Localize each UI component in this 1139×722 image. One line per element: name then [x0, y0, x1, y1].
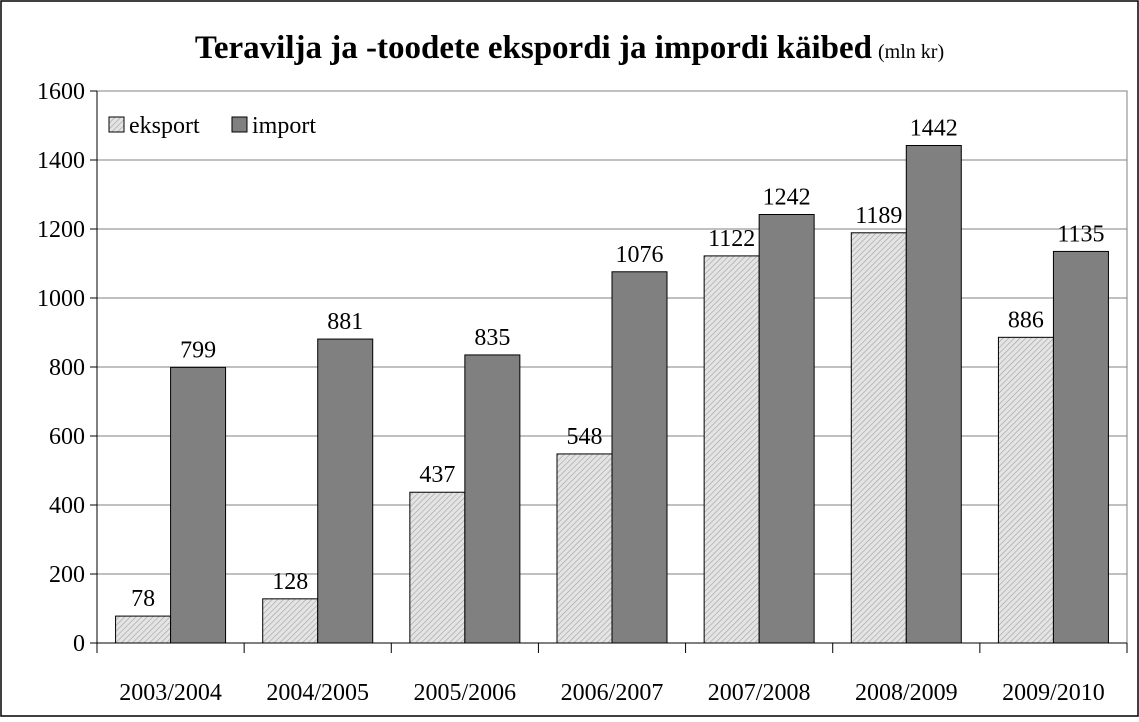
x-tick-label: 2009/2010 [1002, 680, 1105, 706]
bar [170, 366, 227, 644]
y-tick-label: 800 [49, 355, 85, 381]
bar [758, 214, 815, 644]
value-label: 78 [131, 586, 155, 612]
bar [850, 232, 907, 644]
x-tick-label: 2003/2004 [119, 680, 222, 706]
x-tick-label: 2004/2005 [266, 680, 369, 706]
bar [905, 145, 962, 644]
y-tick-label: 1000 [37, 286, 85, 312]
value-label: 1189 [855, 203, 902, 229]
bar [1052, 250, 1109, 644]
legend-swatch [108, 116, 125, 133]
title-unit: (mln kr) [878, 41, 944, 63]
bar [997, 336, 1054, 644]
chart-title: Teravilja ja -toodete ekspordi ja impord… [195, 30, 944, 66]
legend-swatch [231, 116, 248, 133]
y-tick-label: 400 [49, 493, 85, 519]
axes: 0 200 400 600 800 1000 1200 1400 1600 2003/2004 78… [37, 79, 1128, 706]
x-tick-label: 2005/2006 [414, 680, 517, 706]
value-label: 128 [272, 569, 308, 595]
title-main: Teravilja ja -toodete ekspordi ja impord… [195, 30, 872, 66]
y-tick-label: 1600 [37, 79, 85, 105]
bar [317, 338, 374, 644]
legend-label: eksport [129, 113, 200, 139]
bar [409, 491, 466, 644]
value-label: 1442 [910, 116, 958, 142]
y-tick-label: 0 [73, 631, 85, 657]
bar [611, 271, 668, 644]
bar [262, 598, 319, 644]
value-label: 548 [567, 424, 603, 450]
y-tick-label: 600 [49, 424, 85, 450]
value-label: 1122 [708, 226, 755, 252]
bar [464, 354, 521, 644]
value-label: 437 [419, 462, 455, 488]
value-label: 799 [180, 337, 216, 363]
value-label: 881 [327, 309, 363, 335]
bars [115, 145, 1109, 644]
value-label: 1076 [616, 242, 664, 268]
bar [115, 615, 172, 644]
legend-label: import [252, 113, 316, 139]
value-label: 886 [1008, 307, 1044, 333]
value-label: 835 [474, 325, 510, 351]
value-label: 1242 [763, 185, 811, 211]
x-tick-label: 2006/2007 [561, 680, 664, 706]
bar [703, 255, 760, 644]
y-tick-label: 200 [49, 562, 85, 588]
x-tick-label: 2008/2009 [855, 680, 958, 706]
value-label: 1135 [1057, 221, 1104, 247]
x-tick-label: 2007/2008 [708, 680, 811, 706]
y-tick-label: 1400 [37, 148, 85, 174]
bar [556, 453, 613, 644]
y-tick-label: 1200 [37, 217, 85, 243]
